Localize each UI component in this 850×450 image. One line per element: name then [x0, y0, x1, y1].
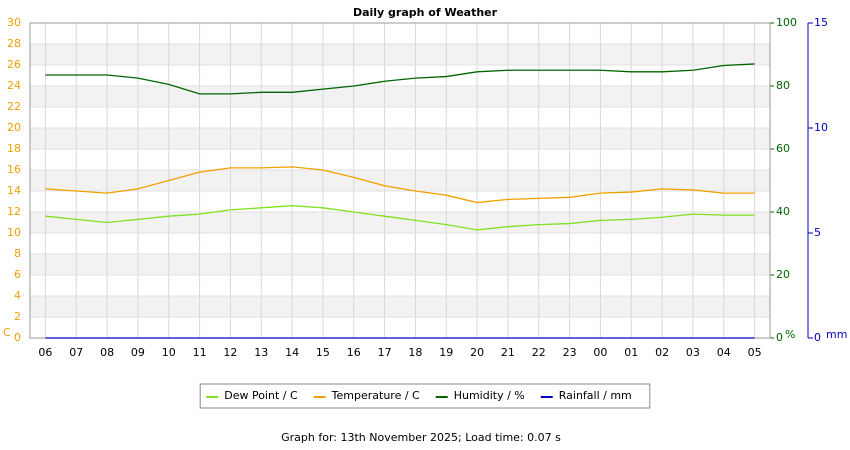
x-tick-label: 09 — [131, 346, 145, 359]
legend-label: Rainfall / mm — [559, 389, 632, 402]
grid-band — [30, 254, 770, 275]
x-tick-label: 19 — [439, 346, 453, 359]
y3-tick-label: 5 — [814, 226, 821, 239]
legend-label: Humidity / % — [454, 389, 525, 402]
x-tick-label: 00 — [593, 346, 607, 359]
x-tick-label: 13 — [254, 346, 268, 359]
y-tick-label: 4 — [14, 289, 21, 302]
grid-band — [30, 128, 770, 149]
y-tick-label: 16 — [7, 163, 21, 176]
y2-tick-label: 0 — [776, 331, 783, 344]
x-tick-label: 10 — [162, 346, 176, 359]
y-tick-label: 28 — [7, 37, 21, 50]
x-tick-label: 11 — [193, 346, 207, 359]
y3-tick-label: 15 — [814, 16, 828, 29]
plot-background — [30, 22, 770, 339]
y2-tick-label: 40 — [776, 205, 790, 218]
x-tick-label: 14 — [285, 346, 299, 359]
y-tick-label: 8 — [14, 247, 21, 260]
x-tick-label: 21 — [501, 346, 515, 359]
footer: Graph for: 13th November 2025; Load time… — [281, 431, 561, 444]
x-tick-label: 16 — [347, 346, 361, 359]
y-tick-label: 2 — [14, 310, 21, 323]
y-tick-label: 12 — [7, 205, 21, 218]
y3-tick-label: 10 — [814, 121, 828, 134]
legend-label: Temperature / C — [331, 389, 420, 402]
series-line — [45, 166, 755, 204]
x-tick-label: 01 — [624, 346, 638, 359]
y-tick-label: 6 — [14, 268, 21, 281]
y-tick-label: 24 — [7, 79, 21, 92]
y3-tick-label: 0 — [814, 331, 821, 344]
y-tick-label: 0 — [14, 331, 21, 344]
x-tick-label: 15 — [316, 346, 330, 359]
x-tick-label: 02 — [655, 346, 669, 359]
x-tick-label: 07 — [69, 346, 83, 359]
x-tick-label: 03 — [686, 346, 700, 359]
x-tick-label: 04 — [717, 346, 731, 359]
y2-axis-label: % — [785, 328, 795, 341]
y2-tick-label: 80 — [776, 79, 790, 92]
y-tick-label: 22 — [7, 100, 21, 113]
y-tick-label: 30 — [7, 16, 21, 29]
y-tick-label: 10 — [7, 226, 21, 239]
legend: Dew Point / C Temperature / C Humidity / %… — [199, 383, 651, 409]
y-tick-label: 20 — [7, 121, 21, 134]
legend-label: Dew Point / C — [224, 389, 298, 402]
grid-band — [30, 86, 770, 107]
legend-box — [199, 383, 651, 409]
x-tick-label: 22 — [532, 346, 546, 359]
chart-title: Daily graph of Weather — [353, 6, 498, 19]
series-line — [45, 63, 755, 95]
series-line — [45, 205, 755, 231]
x-tick-label: 08 — [100, 346, 114, 359]
x-tick-label: 12 — [223, 346, 237, 359]
grid-band — [30, 170, 770, 191]
y2-tick-label: 20 — [776, 268, 790, 281]
grid-band — [30, 44, 770, 65]
x-tick-label: 17 — [378, 346, 392, 359]
x-tick-label: 23 — [563, 346, 577, 359]
y3-axis-label: mm — [826, 328, 847, 341]
y2-tick-label: 100 — [776, 16, 797, 29]
grid-band — [30, 296, 770, 317]
y-tick-label: 18 — [7, 142, 21, 155]
y-axis-label: C — [3, 326, 11, 339]
y-tick-label: 26 — [7, 58, 21, 71]
x-tick-label: 06 — [38, 346, 52, 359]
x-tick-label: 05 — [748, 346, 762, 359]
x-tick-label: 18 — [408, 346, 422, 359]
grid-band — [30, 212, 770, 233]
x-tick-label: 20 — [470, 346, 484, 359]
y-tick-label: 14 — [7, 184, 21, 197]
y2-tick-label: 60 — [776, 142, 790, 155]
